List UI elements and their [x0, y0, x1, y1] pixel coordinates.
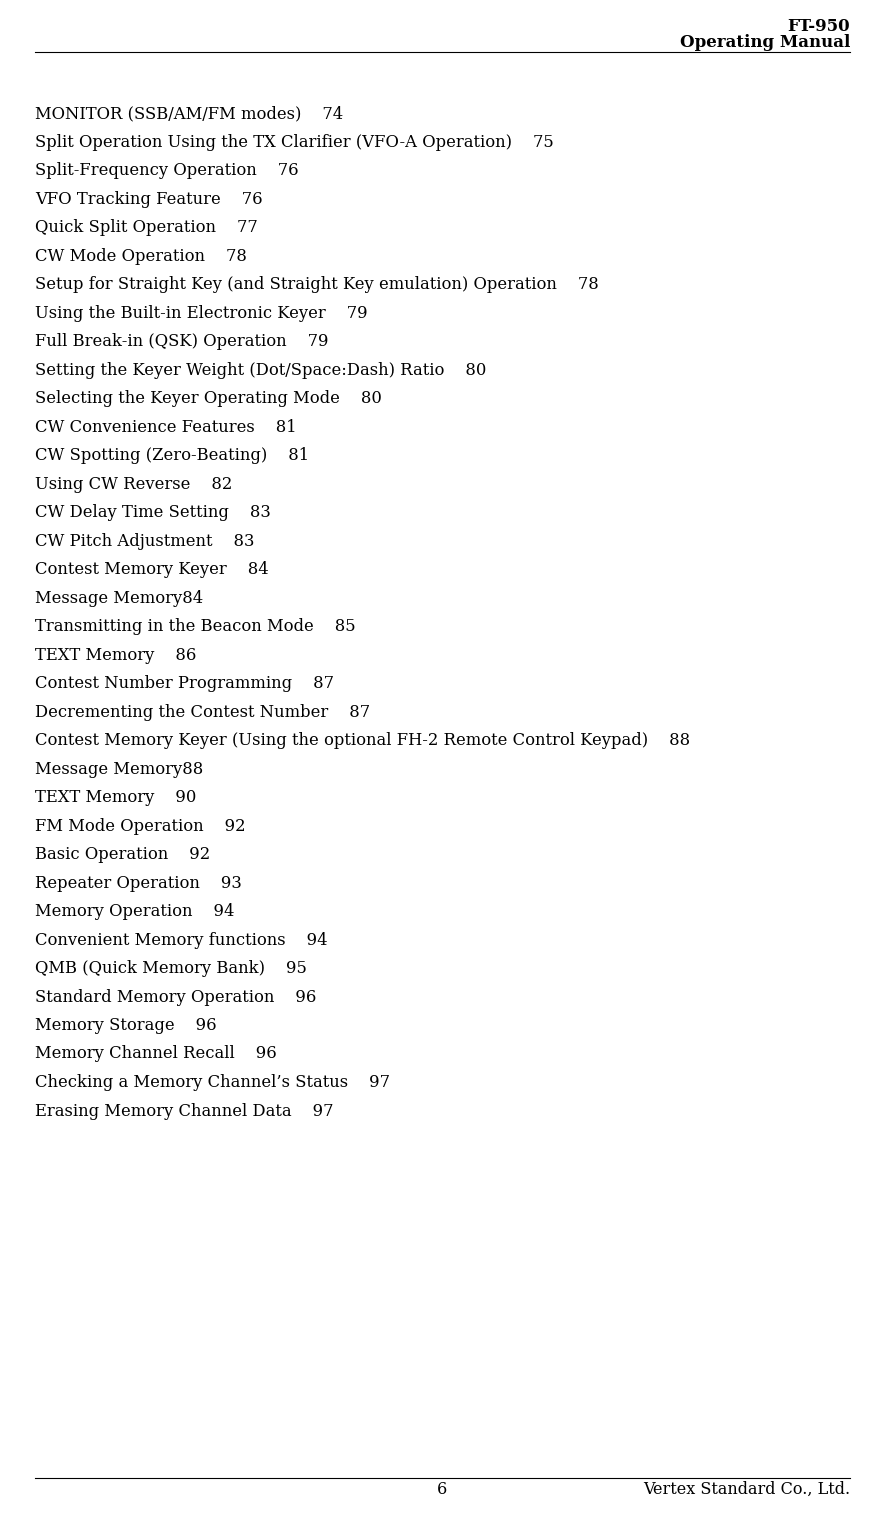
Text: Contest Number Programming    87: Contest Number Programming 87: [35, 675, 334, 692]
Text: CW Pitch Adjustment    83: CW Pitch Adjustment 83: [35, 532, 254, 549]
Text: Split Operation Using the TX Clarifier (VFO-A Operation)    75: Split Operation Using the TX Clarifier (…: [35, 133, 554, 150]
Text: Contest Memory Keyer    84: Contest Memory Keyer 84: [35, 562, 269, 578]
Text: Memory Operation    94: Memory Operation 94: [35, 903, 235, 920]
Text: Message Memory84: Message Memory84: [35, 589, 204, 606]
Text: Memory Storage    96: Memory Storage 96: [35, 1017, 217, 1034]
Text: Transmitting in the Beacon Mode    85: Transmitting in the Beacon Mode 85: [35, 618, 356, 635]
Text: Contest Memory Keyer (Using the optional FH-2 Remote Control Keypad)    88: Contest Memory Keyer (Using the optional…: [35, 731, 690, 750]
Text: CW Delay Time Setting    83: CW Delay Time Setting 83: [35, 503, 271, 522]
Text: FT-950: FT-950: [788, 18, 850, 35]
Text: Selecting the Keyer Operating Mode    80: Selecting the Keyer Operating Mode 80: [35, 390, 381, 407]
Text: QMB (Quick Memory Bank)    95: QMB (Quick Memory Bank) 95: [35, 959, 307, 978]
Text: Using the Built-in Electronic Keyer    79: Using the Built-in Electronic Keyer 79: [35, 304, 367, 321]
Text: MONITOR (SSB/AM/FM modes)    74: MONITOR (SSB/AM/FM modes) 74: [35, 106, 343, 122]
Text: Memory Channel Recall    96: Memory Channel Recall 96: [35, 1045, 277, 1062]
Text: TEXT Memory    90: TEXT Memory 90: [35, 789, 196, 806]
Text: TEXT Memory    86: TEXT Memory 86: [35, 647, 196, 664]
Text: VFO Tracking Feature    76: VFO Tracking Feature 76: [35, 191, 263, 208]
Text: CW Convenience Features    81: CW Convenience Features 81: [35, 419, 296, 436]
Text: Decrementing the Contest Number    87: Decrementing the Contest Number 87: [35, 704, 370, 721]
Text: FM Mode Operation    92: FM Mode Operation 92: [35, 817, 246, 834]
Text: Vertex Standard Co., Ltd.: Vertex Standard Co., Ltd.: [643, 1481, 850, 1498]
Text: CW Spotting (Zero-Beating)    81: CW Spotting (Zero-Beating) 81: [35, 447, 309, 464]
Text: Checking a Memory Channel’s Status    97: Checking a Memory Channel’s Status 97: [35, 1074, 390, 1091]
Text: Quick Split Operation    77: Quick Split Operation 77: [35, 219, 258, 236]
Text: Repeater Operation    93: Repeater Operation 93: [35, 875, 242, 892]
Text: Basic Operation    92: Basic Operation 92: [35, 846, 211, 863]
Text: Message Memory88: Message Memory88: [35, 760, 204, 777]
Text: Erasing Memory Channel Data    97: Erasing Memory Channel Data 97: [35, 1103, 334, 1120]
Text: 6: 6: [437, 1481, 448, 1498]
Text: Standard Memory Operation    96: Standard Memory Operation 96: [35, 988, 316, 1005]
Text: Full Break-in (QSK) Operation    79: Full Break-in (QSK) Operation 79: [35, 334, 328, 350]
Text: Operating Manual: Operating Manual: [680, 34, 850, 50]
Text: Setup for Straight Key (and Straight Key emulation) Operation    78: Setup for Straight Key (and Straight Key…: [35, 275, 599, 294]
Text: Using CW Reverse    82: Using CW Reverse 82: [35, 476, 233, 493]
Text: CW Mode Operation    78: CW Mode Operation 78: [35, 248, 247, 265]
Text: Convenient Memory functions    94: Convenient Memory functions 94: [35, 932, 327, 949]
Text: Split-Frequency Operation    76: Split-Frequency Operation 76: [35, 162, 298, 179]
Text: Setting the Keyer Weight (Dot/Space:Dash) Ratio    80: Setting the Keyer Weight (Dot/Space:Dash…: [35, 361, 487, 378]
